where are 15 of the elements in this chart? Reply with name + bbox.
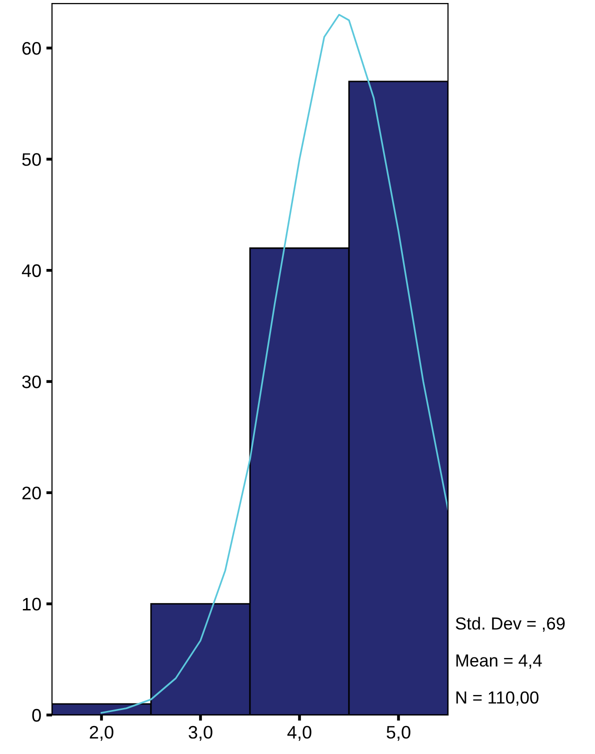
text: N = 110,00 (456, 691, 538, 706)
text: Std. Dev = ,69 (456, 616, 565, 632)
y-tick-label: 30 (22, 375, 41, 388)
y-tick-label: 50 (22, 153, 41, 166)
y-tick-label: 10 (22, 598, 41, 611)
text: Mean = 4,4 (456, 654, 542, 669)
y-tick-label: 20 (22, 486, 41, 500)
x-tick-label: 3,0 (188, 726, 212, 741)
x-tick-label: 2,0 (90, 726, 114, 741)
x-tick-label: 4,0 (287, 726, 312, 741)
y-tick-label: 60 (22, 42, 41, 55)
line-series (100, 14, 448, 714)
x-tick-label: 5,0 (386, 726, 410, 741)
y-tick-label: 0 (32, 708, 41, 722)
y-tick-label: 40 (22, 264, 41, 278)
